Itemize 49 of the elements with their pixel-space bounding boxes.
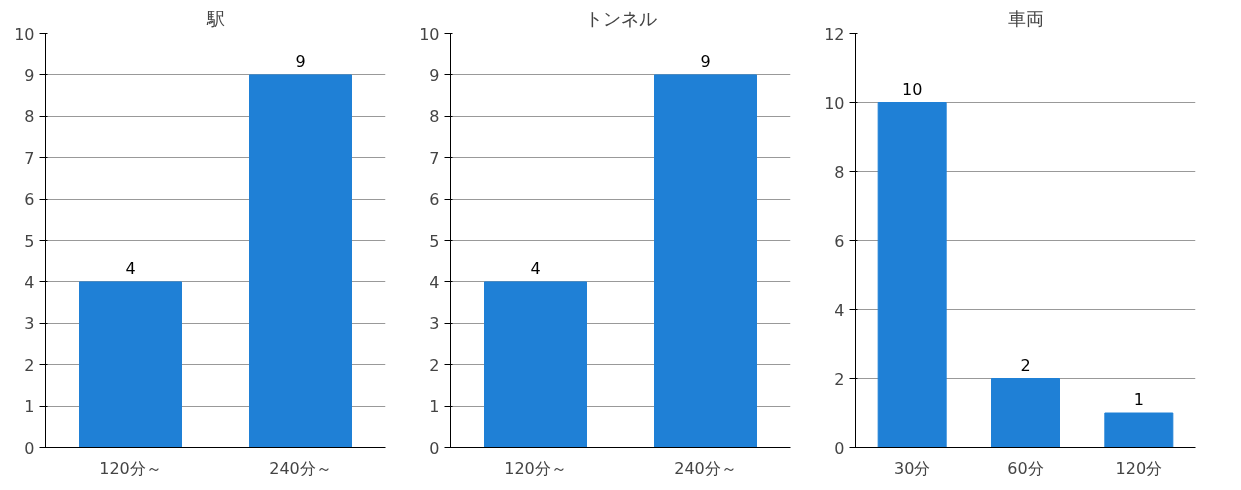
x-tick-label: 60分 — [1007, 458, 1044, 478]
chart-title: 車両 — [1007, 7, 1044, 29]
bar — [991, 378, 1060, 448]
y-tick-label: 10 — [824, 93, 845, 113]
y-tick-label: 4 — [24, 272, 35, 292]
data-label: 1 — [1133, 390, 1144, 409]
y-tick-label: 7 — [24, 148, 35, 168]
y-tick-label: 6 — [429, 190, 440, 210]
y-tick-label: 0 — [429, 438, 440, 458]
y-tick-label: 7 — [429, 148, 440, 168]
y-tick-label: 6 — [24, 190, 35, 210]
y-tick-label: 3 — [24, 314, 35, 334]
chart-title: 駅 — [205, 7, 225, 29]
y-tick-label: 8 — [429, 107, 440, 127]
x-tick-label: 120分～ — [504, 458, 567, 478]
data-label: 2 — [1020, 355, 1031, 375]
y-tick-label: 9 — [429, 65, 440, 85]
y-tick-label: 10 — [419, 24, 440, 44]
x-tick-label: 240分～ — [674, 458, 737, 478]
y-tick-label: 0 — [24, 438, 35, 458]
y-tick-label: 8 — [24, 107, 35, 127]
y-tick-label: 0 — [834, 438, 845, 458]
y-tick-label: 2 — [24, 355, 35, 375]
y-tick-label: 12 — [824, 24, 845, 44]
y-tick-label: 2 — [834, 369, 845, 389]
x-tick-label: 30分 — [893, 458, 931, 478]
y-tick-label: 2 — [429, 355, 440, 375]
data-label: 4 — [530, 258, 541, 278]
y-tick-label: 5 — [429, 231, 440, 251]
y-tick-label: 3 — [429, 314, 440, 334]
data-label: 10 — [901, 79, 923, 99]
y-tick-label: 9 — [24, 65, 35, 85]
x-tick-label: 240分～ — [269, 458, 332, 478]
y-tick-label: 8 — [834, 162, 845, 182]
chart-title: トンネル — [584, 7, 657, 29]
bar — [1104, 412, 1174, 448]
y-tick-label: 10 — [14, 24, 35, 44]
data-label: 4 — [125, 258, 136, 278]
y-tick-label: 1 — [429, 397, 440, 417]
y-tick-label: 4 — [429, 272, 440, 292]
x-tick-label: 120分～ — [99, 458, 162, 478]
x-tick-label: 120分 — [1115, 458, 1163, 478]
y-tick-label: 6 — [834, 231, 845, 251]
bar — [877, 102, 947, 448]
data-label: 9 — [295, 51, 306, 71]
data-label: 9 — [700, 51, 711, 71]
y-tick-label: 4 — [834, 300, 845, 320]
y-tick-label: 1 — [24, 397, 35, 417]
y-tick-label: 5 — [24, 231, 35, 251]
